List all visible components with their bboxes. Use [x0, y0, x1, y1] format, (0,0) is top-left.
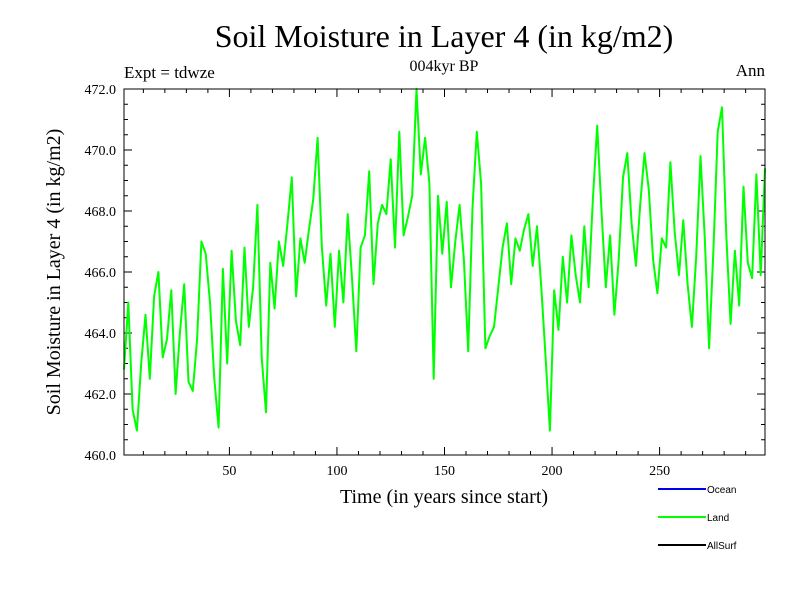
legend: Ocean Land AllSurf	[658, 485, 737, 552]
x-tick-label: 50	[222, 464, 236, 479]
y-tick-label: 460.0	[85, 449, 117, 464]
y-tick-label: 466.0	[85, 266, 117, 281]
y-tick-label: 472.0	[85, 83, 117, 98]
legend-label-land: Land	[707, 513, 729, 524]
season-note: Ann	[736, 61, 766, 80]
chart-title: Soil Moisture in Layer 4 (in kg/m2)	[215, 18, 674, 54]
y-tick-label: 464.0	[85, 327, 117, 342]
x-tick-label: 100	[326, 464, 347, 479]
x-axis-label: Time (in years since start)	[340, 486, 548, 508]
y-tick-label: 462.0	[85, 388, 117, 403]
legend-label-ocean: Ocean	[707, 485, 736, 496]
series-line-land	[123, 88, 766, 432]
plot-frame	[123, 88, 766, 456]
chart-subtitle: 004kyr BP	[410, 58, 479, 75]
legend-label-allsurf: AllSurf	[707, 541, 737, 552]
x-tick-label: 150	[434, 464, 455, 479]
plot-area	[123, 88, 766, 432]
x-tick-label: 200	[542, 464, 563, 479]
experiment-note: Expt = tdwze	[124, 63, 215, 82]
axis-tick-labels: 50 100 150 200 250 460.0 462.0 464.0 466.0 468.0 4…	[85, 83, 671, 479]
x-tick-label: 250	[649, 464, 670, 479]
y-axis-label: Soil Moisture in Layer 4 (in kg/m2)	[43, 129, 65, 416]
y-tick-label: 468.0	[85, 205, 117, 220]
y-tick-label: 470.0	[85, 144, 117, 159]
